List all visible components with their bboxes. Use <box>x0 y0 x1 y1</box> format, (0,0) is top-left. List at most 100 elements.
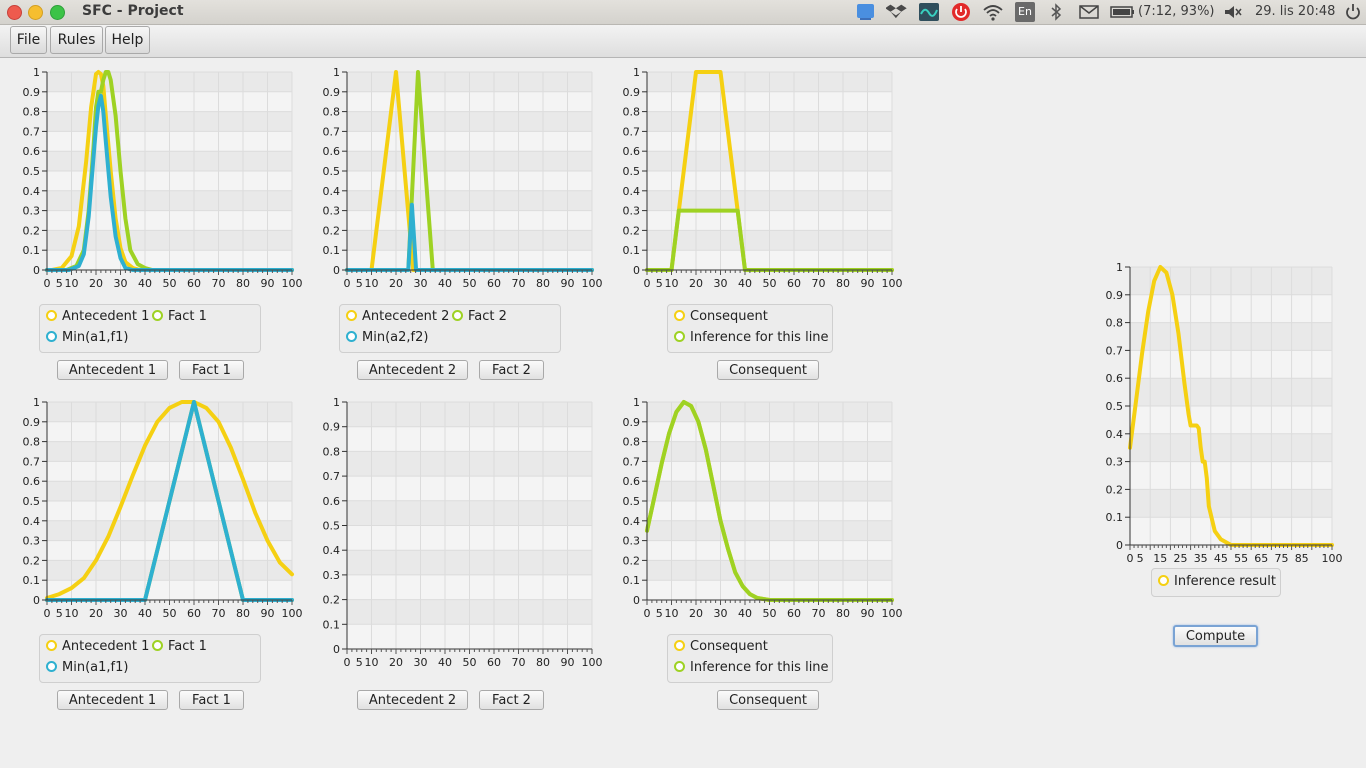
x-tick-label: 0 <box>344 656 351 669</box>
legend-item: Inference for this line <box>674 660 829 675</box>
row2-antecedent1-button[interactable]: Antecedent 1 <box>57 690 168 710</box>
power-icon[interactable] <box>950 2 972 22</box>
dropbox-icon[interactable] <box>886 2 908 22</box>
y-tick-label: 0.9 <box>23 86 41 99</box>
chart-svg: 00.10.20.30.40.50.60.70.80.910 5 15 25 35 45 5… <box>1106 261 1343 565</box>
x-tick-label: 70 <box>812 607 826 620</box>
row2-antecedent2-button[interactable]: Antecedent 2 <box>357 690 468 710</box>
x-tick-label: 60 <box>487 277 501 290</box>
y-tick-label: 0.8 <box>623 436 641 449</box>
x-tick-label: 10 <box>665 607 679 620</box>
chat-icon[interactable] <box>855 2 877 22</box>
menu-help[interactable]: Help <box>105 26 150 54</box>
window-title: SFC - Project <box>82 3 184 19</box>
menu-rules[interactable]: Rules <box>50 26 103 54</box>
y-tick-label: 0.4 <box>323 185 341 198</box>
x-tick-label: 40 <box>138 277 152 290</box>
row1-fact1-button[interactable]: Fact 1 <box>179 360 244 380</box>
y-tick-label: 0.6 <box>623 475 641 488</box>
y-tick-label: 0.2 <box>23 554 41 567</box>
window-minimize-button[interactable] <box>28 5 43 20</box>
y-tick-label: 0.1 <box>23 574 41 587</box>
y-tick-label: 0.7 <box>623 455 641 468</box>
x-tick-label: 80 <box>836 277 850 290</box>
y-tick-label: 0.9 <box>323 86 341 99</box>
y-tick-label: 1 <box>333 66 340 79</box>
row2-antecedent-legend: Antecedent 1 Fact 1 Min(a1,f1) <box>39 634 261 683</box>
menu-bar: File Rules Help <box>0 25 1366 58</box>
legend-item: Fact 1 <box>152 309 207 324</box>
series-line <box>45 400 294 600</box>
monitor-icon[interactable] <box>918 2 940 22</box>
x-tick-label: 90 <box>261 607 275 620</box>
x-tick-label: 40 <box>738 277 752 290</box>
x-tick-label: 85 <box>1295 552 1309 565</box>
x-tick-label: 50 <box>763 277 777 290</box>
x-tick-label: 100 <box>882 607 903 620</box>
x-tick-label: 5 <box>656 607 663 620</box>
legend-yellow-dot-icon <box>1158 575 1169 586</box>
keyboard-layout-label: En <box>1018 5 1032 18</box>
row2-consequent-chart: 0 0.1 0.2 0.3 0.4 0.5 0.6 0.7 0.8 0.9 1 0 5 10 20 30 40 5… <box>605 392 903 624</box>
legend-item: Fact 2 <box>452 309 507 324</box>
bluetooth-icon[interactable] <box>1047 2 1065 22</box>
row1-fact2-button[interactable]: Fact 2 <box>479 360 544 380</box>
y-tick-label: 0.1 <box>623 574 641 587</box>
y-tick-label: 0.5 <box>323 165 341 178</box>
legend-item: Antecedent 1 <box>46 639 149 654</box>
mail-icon[interactable] <box>1078 2 1100 22</box>
y-tick-label: 0.4 <box>1106 428 1124 441</box>
power-menu-icon[interactable] <box>1344 2 1362 22</box>
window-maximize-button[interactable] <box>50 5 65 20</box>
x-tick-label: 70 <box>212 277 226 290</box>
y-tick-label: 0.3 <box>23 205 41 218</box>
row1-antecedent2-button[interactable]: Antecedent 2 <box>357 360 468 380</box>
row2-consequent-button[interactable]: Consequent <box>717 690 819 710</box>
volume-muted-icon[interactable] <box>1223 2 1243 22</box>
y-tick-label: 0.4 <box>623 515 641 528</box>
y-tick-label: 0.9 <box>23 416 41 429</box>
x-tick-label: 60 <box>187 607 201 620</box>
x-tick-label: 100 <box>882 277 903 290</box>
legend-label: Fact 1 <box>168 309 207 324</box>
legend-label: Antecedent 1 <box>62 309 150 324</box>
row2-antecedent-chart: 0 0.1 0.2 0.3 0.4 0.5 0.6 0.7 0.8 0.9 1 0 5 10 20 30 40 5… <box>5 392 303 624</box>
series-line <box>45 70 294 272</box>
x-tick-label: 50 <box>763 607 777 620</box>
row2-fact2-button[interactable]: Fact 2 <box>479 690 544 710</box>
y-tick-label: 1 <box>1116 261 1123 274</box>
y-tick-label: 0 <box>333 264 340 277</box>
legend-yellow-dot-icon <box>346 310 357 321</box>
wifi-icon[interactable] <box>982 2 1004 22</box>
y-tick-label: 0.1 <box>623 244 641 257</box>
menu-file[interactable]: File <box>10 26 47 54</box>
y-tick-label: 0.2 <box>323 224 341 237</box>
row1-consequent-button[interactable]: Consequent <box>717 360 819 380</box>
legend-label: Antecedent 2 <box>362 309 450 324</box>
chart-svg: 00.10.20.30.40.50.60.70.80.910 5 10 20 30 40 5… <box>23 66 303 290</box>
x-tick-label: 10 <box>665 277 679 290</box>
legend-item: Consequent <box>674 639 768 654</box>
row1-antecedent1-button[interactable]: Antecedent 1 <box>57 360 168 380</box>
y-tick-label: 0.6 <box>323 145 341 158</box>
clock[interactable]: 29. lis 20:48 <box>1255 4 1336 19</box>
legend-green-dot-icon <box>674 331 685 342</box>
y-tick-label: 0.2 <box>323 594 341 607</box>
y-tick-label: 1 <box>633 396 640 409</box>
keyboard-layout-icon[interactable]: En <box>1015 2 1035 22</box>
x-tick-label: 40 <box>138 607 152 620</box>
inference-result-chart: 0 0.1 0.2 0.3 0.4 0.5 0.6 0.7 0.8 0.9 1 0 5 15 25 35 45 5… <box>1095 257 1343 569</box>
battery-status[interactable]: (7:12, 93%) <box>1138 4 1215 19</box>
window-close-button[interactable] <box>7 5 22 20</box>
x-tick-label: 90 <box>261 277 275 290</box>
x-tick-label: 5 <box>56 607 63 620</box>
compute-button[interactable]: Compute <box>1173 625 1258 647</box>
row1-fact-chart: 0 0.1 0.2 0.3 0.4 0.5 0.6 0.7 0.8 0.9 1 0 5 10 20 30 40 5… <box>305 62 603 294</box>
x-tick-label: 15 <box>1153 552 1167 565</box>
chart-svg: 00.10.20.30.40.50.60.70.80.910 5 10 20 30 40 5… <box>323 396 603 669</box>
x-tick-label: 30 <box>714 607 728 620</box>
y-tick-label: 0.9 <box>1106 289 1124 302</box>
y-tick-label: 0.5 <box>623 495 641 508</box>
x-tick-label: 50 <box>463 277 477 290</box>
row2-fact1-button[interactable]: Fact 1 <box>179 690 244 710</box>
